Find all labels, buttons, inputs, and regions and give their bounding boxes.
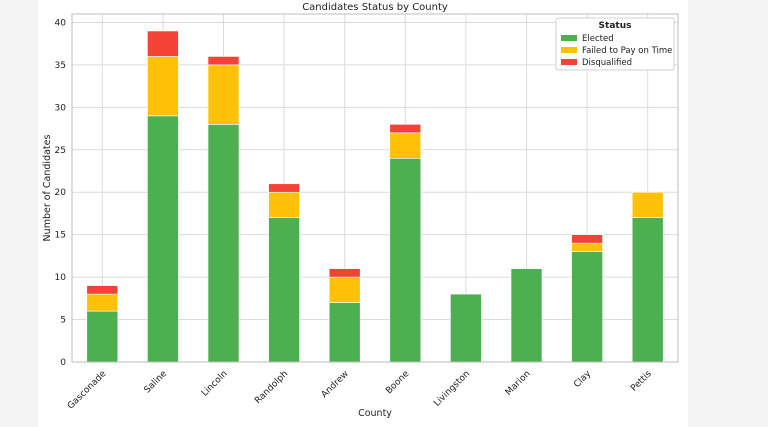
x-tick-label: Lincoln [200,369,230,399]
bar-segment-elected [147,115,179,363]
legend-title: Status [599,21,632,31]
bar-segment-disqualified [328,268,361,278]
legend-label: Failed to Pay on Time [582,46,672,56]
x-axis-label: County [358,408,392,419]
y-tick-label: 35 [55,61,66,71]
bar-segment-failed-to-pay-on-time [631,191,664,219]
right-margin-band [688,0,768,427]
legend-swatch [561,59,577,65]
bar-segment-failed-to-pay-on-time [328,276,361,303]
y-tick-label: 40 [55,18,67,28]
bar-segment-failed-to-pay-on-time [207,64,240,125]
x-tick-label: Livingston [432,369,472,409]
legend-label: Disqualified [582,58,632,68]
y-tick-label: 5 [60,316,66,326]
bar-segment-disqualified [571,234,603,244]
bar-segment-failed-to-pay-on-time [571,242,603,252]
x-tick-label: Marion [504,369,533,398]
y-tick-label: 30 [55,103,67,113]
bar-segment-failed-to-pay-on-time [147,56,179,117]
bar-segment-failed-to-pay-on-time [389,132,422,159]
legend: Status Elected Failed to Pay on Time Disqua… [555,17,675,71]
bar-segment-elected [328,302,361,363]
y-tick-label: 20 [55,188,67,198]
legend-swatch [561,47,577,53]
bar-segment-disqualified [86,285,119,295]
bar-segment-elected [86,310,119,363]
y-tick-label: 15 [55,231,66,241]
y-tick-label: 0 [60,358,66,368]
legend-swatch [561,35,577,41]
chart-title: Candidates Status by County [302,2,448,13]
left-margin-band [0,0,38,427]
legend-label: Elected [582,34,614,44]
y-axis-label: Number of Candidates [42,135,53,242]
bar-segment-disqualified [147,30,179,57]
bar-segment-elected [450,293,482,363]
plot-border [71,13,679,363]
bar-segment-elected [631,217,664,363]
bar-segment-disqualified [268,183,300,193]
x-tick-label: Randolph [253,369,290,406]
x-tick-label: Saline [143,369,170,396]
x-tick-label: Boone [384,369,412,397]
bar-segment-disqualified [207,56,240,66]
bar-segment-failed-to-pay-on-time [268,191,300,219]
bar-segment-elected [207,124,240,363]
x-tick-label: Pettis [629,369,654,394]
x-tick-label: Clay [572,369,593,390]
x-tick-label: Andrew [320,369,351,400]
bar-segment-elected [268,217,300,363]
bars [86,30,664,363]
y-tick-label: 10 [55,273,67,283]
bar-segment-elected [510,268,543,363]
x-tick-label: Gasconade [66,369,109,412]
bar-segment-disqualified [389,124,422,134]
bar-segment-elected [389,157,422,363]
bar-segment-elected [571,251,603,363]
legend-box [555,17,675,71]
bar-segment-failed-to-pay-on-time [86,293,119,312]
y-tick-label: 25 [55,146,66,156]
